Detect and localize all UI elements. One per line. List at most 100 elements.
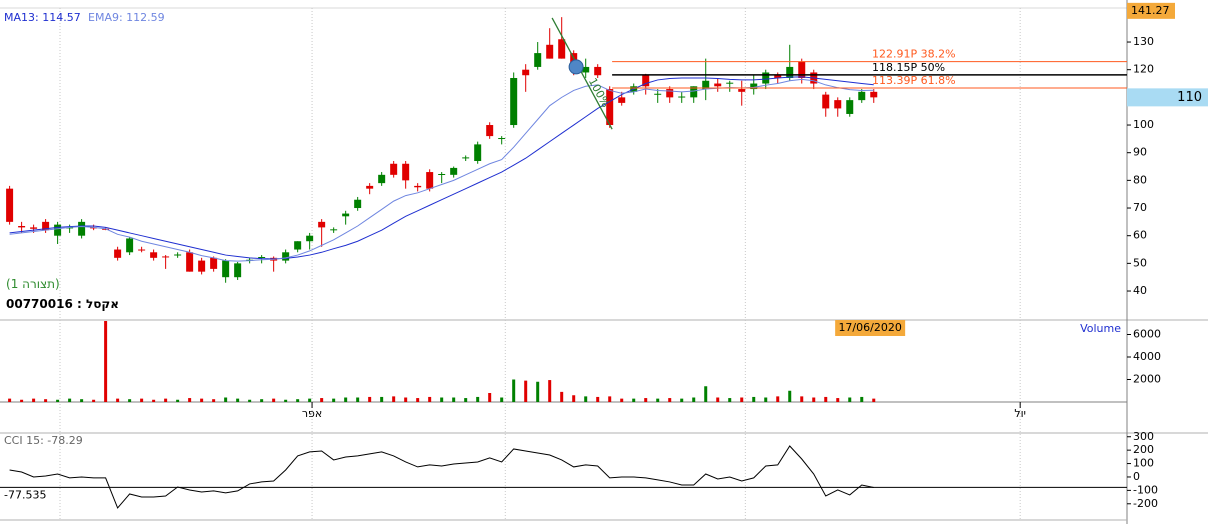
volume-bar xyxy=(80,399,84,402)
y-tick-label: -100 xyxy=(1133,483,1158,496)
volume-bar xyxy=(440,397,444,402)
candle-body xyxy=(786,66,794,78)
candle-body xyxy=(30,227,38,229)
volume-bar xyxy=(632,398,636,402)
cursor-price-label: 141.27 xyxy=(1131,4,1170,17)
candle-body xyxy=(378,174,386,184)
date-box xyxy=(835,320,906,336)
y-tick-label: 2000 xyxy=(1133,373,1161,386)
volume-bar xyxy=(404,397,408,402)
volume-bar xyxy=(44,399,48,402)
volume-bar xyxy=(788,390,792,402)
volume-bar xyxy=(428,396,432,402)
volume-bar xyxy=(272,398,276,402)
volume-bar xyxy=(716,397,720,402)
candle-body xyxy=(498,138,506,140)
volume-bar xyxy=(764,397,768,402)
x-tick-label: יול xyxy=(1014,407,1026,420)
fib-label: 113.39P 61.8% xyxy=(872,74,956,87)
y-tick-label: 60 xyxy=(1133,229,1147,242)
candle-body xyxy=(126,238,134,253)
candle-body xyxy=(54,224,62,236)
y-tick-label: 4000 xyxy=(1133,350,1161,363)
volume-bar xyxy=(368,396,372,402)
volume-bar xyxy=(164,398,168,402)
candle-body xyxy=(210,257,218,269)
candle-body xyxy=(870,91,878,98)
y-tick-label: -200 xyxy=(1133,497,1158,510)
volume-bar xyxy=(572,395,576,402)
volume-bar xyxy=(296,399,300,402)
volume-bar xyxy=(116,398,120,402)
volume-bar xyxy=(152,399,156,402)
candle-body xyxy=(702,80,710,90)
y-tick-label: 120 xyxy=(1133,63,1154,76)
volume-bar xyxy=(356,397,360,402)
y-tick-label: 100 xyxy=(1133,457,1154,470)
candle-body xyxy=(330,229,338,231)
candle-body xyxy=(138,249,146,251)
candle-body xyxy=(654,93,662,95)
candle-body xyxy=(438,173,446,175)
candle-body xyxy=(594,66,602,76)
volume-bar xyxy=(68,398,72,402)
candle-body xyxy=(366,185,374,189)
candle-body xyxy=(402,163,410,181)
y-tick-label: 300 xyxy=(1133,430,1154,443)
candle-body xyxy=(846,100,854,114)
volume-title: Volume xyxy=(1080,322,1121,335)
candle-body xyxy=(834,100,842,109)
volume-bar xyxy=(8,398,12,402)
candle-body xyxy=(390,163,398,175)
volume-bar xyxy=(812,397,816,402)
volume-bar xyxy=(752,396,756,402)
cci-title: CCI 15: -78.29 xyxy=(4,434,83,447)
cci-cursor-label: -77.535 xyxy=(4,488,46,501)
symbol-label: אקסל : 00770016 xyxy=(6,297,119,311)
volume-bar xyxy=(860,396,864,402)
volume-bar xyxy=(620,398,624,402)
fib-handle xyxy=(568,59,584,75)
date-label: 17/06/2020 xyxy=(838,321,901,334)
candle-body xyxy=(198,260,206,272)
volume-bar xyxy=(56,399,60,402)
fib-label: 118.15P 50% xyxy=(872,61,945,74)
last-price-label: 110 xyxy=(1177,90,1202,105)
fib-label: 122.91P 38.2% xyxy=(872,48,956,61)
candle-body xyxy=(306,235,314,242)
y-tick-label: 6000 xyxy=(1133,328,1161,341)
candle-body xyxy=(714,83,722,87)
candle-body xyxy=(726,82,734,84)
candle-body xyxy=(294,241,302,250)
candle-body xyxy=(558,39,566,59)
candle-body xyxy=(642,75,650,87)
volume-bar xyxy=(224,397,228,402)
panel-label: (תצורה 1) xyxy=(6,277,60,291)
volume-bar xyxy=(260,399,264,402)
volume-bar xyxy=(20,399,24,402)
volume-bar xyxy=(344,397,348,402)
volume-bar xyxy=(728,398,732,402)
candle-body xyxy=(606,89,614,126)
candle-body xyxy=(690,86,698,98)
candle-body xyxy=(42,221,50,231)
volume-bar xyxy=(584,396,588,402)
volume-bar xyxy=(212,399,216,402)
candle-body xyxy=(618,97,626,103)
candle-body xyxy=(522,69,530,76)
candle-body xyxy=(486,125,494,137)
volume-bar xyxy=(32,398,36,402)
volume-bar xyxy=(392,396,396,402)
candle-body xyxy=(750,83,758,90)
volume-bar xyxy=(536,381,540,402)
volume-bar xyxy=(380,396,384,402)
candle-body xyxy=(354,199,362,209)
cursor-price-box xyxy=(1127,2,1175,19)
y-tick-label: 100 xyxy=(1133,118,1154,131)
candle-body xyxy=(414,185,422,188)
volume-bar xyxy=(476,396,480,402)
candle-body xyxy=(18,226,26,228)
cci-line xyxy=(9,445,874,509)
